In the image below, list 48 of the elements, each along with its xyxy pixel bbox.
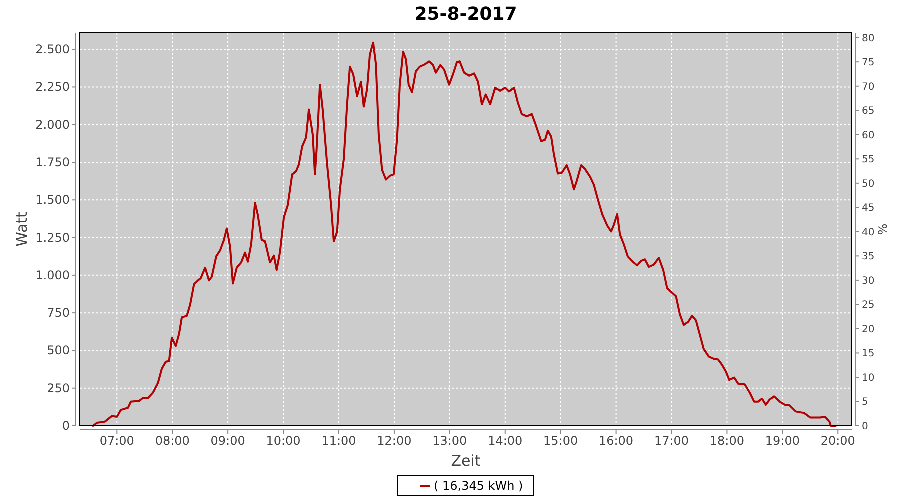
- x-tick-label: 10:00: [266, 434, 301, 448]
- y2-tick-label: 10: [862, 372, 875, 384]
- x-axis-title: Zeit: [451, 452, 481, 470]
- x-tick-label: 09:00: [210, 434, 246, 448]
- x-tick-label: 20:00: [820, 434, 856, 448]
- y-tick-label: 500: [47, 344, 70, 358]
- x-tick-label: 17:00: [654, 434, 690, 448]
- y2-tick-label: 30: [862, 276, 875, 287]
- y2-tick-label: 40: [862, 227, 875, 238]
- y2-tick-label: 35: [862, 252, 875, 263]
- y2-tick-label: 60: [862, 130, 875, 142]
- x-tick-label: 15:00: [544, 434, 578, 448]
- y2-tick-label: 0: [862, 422, 868, 432]
- y-tick-label: 750: [47, 306, 70, 320]
- y-tick-label: 1.000: [36, 268, 70, 282]
- y-tick-label: 1.250: [36, 230, 70, 245]
- y2-tick-label: 70: [862, 82, 875, 93]
- y-tick-label: 0: [62, 419, 70, 433]
- x-tick-label: 07:00: [100, 434, 134, 448]
- x-tick-label: 19:00: [765, 434, 800, 448]
- x-tick-label: 13:00: [432, 434, 468, 448]
- x-tick-label: 14:00: [488, 434, 523, 448]
- y-tick-label: 2.500: [36, 42, 70, 57]
- x-tick-label: 16:00: [599, 434, 634, 448]
- legend-label: ( 16,345 kWh ): [434, 479, 524, 493]
- x-tick-label: 18:00: [710, 434, 745, 448]
- y-tick-label: 1.500: [36, 193, 70, 208]
- y2-tick-label: 75: [862, 58, 875, 69]
- y-tick-label: 2.000: [36, 118, 70, 132]
- chart-title: 25-8-2017: [414, 4, 518, 25]
- y2-axis-title: %: [876, 224, 890, 236]
- y-tick-label: 1.750: [36, 155, 70, 170]
- x-tick-label: 08:00: [155, 434, 190, 448]
- y2-tick-label: 45: [862, 203, 875, 214]
- y2-tick-label: 50: [862, 178, 875, 190]
- y2-tick-label: 65: [862, 106, 875, 118]
- y-tick-label: 250: [47, 381, 70, 396]
- x-tick-label: 12:00: [377, 434, 412, 448]
- y2-tick-label: 20: [862, 324, 875, 336]
- y2-tick-label: 15: [862, 348, 875, 360]
- y2-tick-label: 55: [862, 154, 875, 166]
- line-series: [92, 42, 837, 427]
- x-tick-label: 11:00: [322, 434, 356, 448]
- y2-tick-label: 25: [862, 300, 875, 312]
- y-tick-label: 2.250: [36, 80, 70, 94]
- y2-tick-label: 5: [862, 397, 868, 408]
- y2-tick-label: 80: [862, 33, 875, 44]
- y-axis-title: Watt: [13, 212, 31, 247]
